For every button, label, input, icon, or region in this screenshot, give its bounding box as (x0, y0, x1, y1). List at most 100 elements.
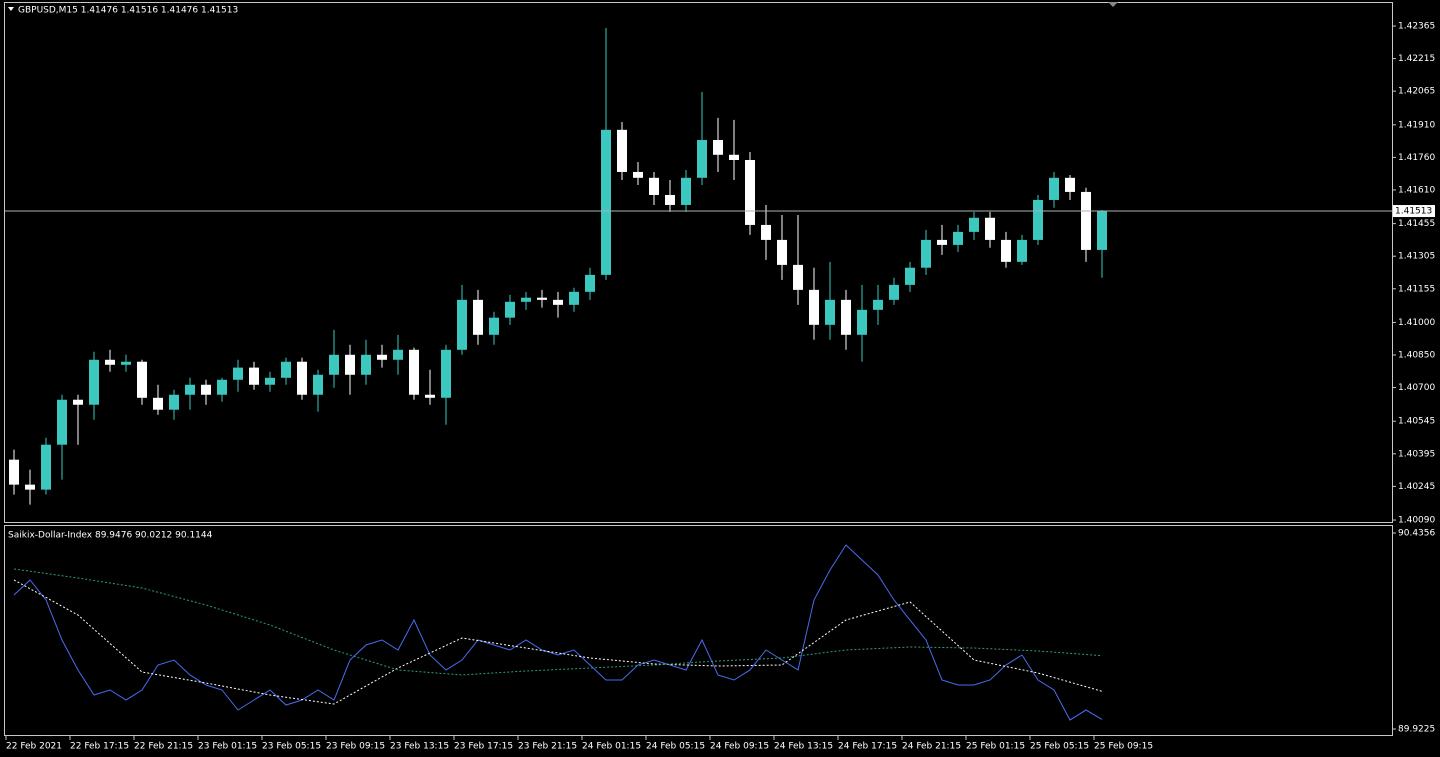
y-tick-label: 1.42365 (1398, 22, 1435, 32)
candle-body (105, 359, 115, 365)
candle-body (553, 299, 563, 305)
last-price-tag-bg (1393, 205, 1435, 218)
x-tick-label: 24 Feb 21:15 (902, 742, 961, 752)
candle-body (473, 299, 483, 335)
indicator-title: Saikix-Dollar-Index 89.9476 90.0212 90.1… (8, 531, 213, 541)
candle-body (1033, 199, 1043, 240)
candle-body (57, 399, 67, 445)
y-tick-label: 1.42215 (1398, 54, 1435, 64)
candle-body (585, 274, 595, 292)
indicator-line (13, 544, 1103, 721)
indicator-line (13, 579, 1103, 705)
candle-body (793, 264, 803, 290)
candle-body (153, 397, 163, 410)
y-tick-label: 1.41610 (1398, 185, 1435, 195)
candle-body (777, 239, 787, 265)
candle-body (761, 224, 771, 240)
y-tick-label: 1.40090 (1398, 516, 1435, 526)
y-tick-label: 1.42065 (1398, 87, 1435, 97)
candle-body (521, 297, 531, 302)
candle-body (825, 299, 835, 325)
candle-body (537, 297, 547, 300)
candle-body (649, 177, 659, 195)
x-tick-label: 23 Feb 05:15 (262, 742, 321, 752)
main-panel-border (4, 2, 1393, 523)
candle-body (1081, 191, 1091, 250)
x-tick-label: 24 Feb 13:15 (774, 742, 833, 752)
x-tick-label: 23 Feb 21:15 (518, 742, 577, 752)
candle-body (841, 299, 851, 335)
y-tick-label: 1.41155 (1398, 284, 1435, 294)
candle-body (1049, 177, 1059, 200)
candle-body (969, 217, 979, 232)
x-tick-label: 25 Feb 09:15 (1094, 742, 1153, 752)
candle-body (441, 349, 451, 398)
candle-body (745, 160, 755, 225)
y-tick-label: 1.40395 (1398, 449, 1435, 459)
candle-body (121, 361, 131, 365)
candle-body (569, 291, 579, 305)
candle-body (425, 394, 435, 398)
candle-body (617, 129, 627, 172)
candle-body (233, 367, 243, 380)
indicator-panel-border (4, 525, 1393, 736)
candle-body (9, 459, 19, 485)
y-tick-label: 89.9225 (1398, 725, 1435, 735)
y-tick-label: 1.41305 (1398, 252, 1435, 262)
candle-body (297, 361, 307, 395)
candle-body (393, 349, 403, 360)
candle-body (249, 367, 259, 385)
candle-body (713, 140, 723, 155)
candle-body (329, 354, 339, 375)
y-tick-label: 1.41000 (1398, 318, 1435, 328)
candle-body (505, 301, 515, 318)
candle-body (377, 354, 387, 360)
candle-body (921, 239, 931, 268)
y-tick-label: 1.40545 (1398, 417, 1435, 427)
x-tick-label: 25 Feb 05:15 (1030, 742, 1089, 752)
x-tick-label: 25 Feb 01:15 (966, 742, 1025, 752)
candle-body (137, 361, 147, 398)
indicator-line (13, 568, 1103, 676)
candle-body (41, 444, 51, 490)
candle-body (185, 384, 195, 395)
candle-body (265, 377, 275, 385)
candle-body (313, 374, 323, 395)
candle-body (633, 171, 643, 178)
candle-body (1017, 239, 1027, 262)
candle-body (665, 194, 675, 205)
candle-body (905, 267, 915, 285)
y-tick-label: 1.40245 (1398, 482, 1435, 492)
x-tick-label: 23 Feb 13:15 (390, 742, 449, 752)
shift-marker (1108, 2, 1118, 7)
x-tick-label: 24 Feb 09:15 (710, 742, 769, 752)
candle-body (873, 299, 883, 310)
x-tick-label: 24 Feb 17:15 (838, 742, 897, 752)
x-tick-label: 24 Feb 01:15 (582, 742, 641, 752)
candle-body (857, 309, 867, 335)
y-tick-label: 1.41455 (1398, 219, 1435, 229)
candle-body (729, 154, 739, 161)
candle-body (217, 379, 227, 395)
last-price-tag: 1.41513 (1395, 207, 1432, 217)
candle-body (89, 359, 99, 405)
y-tick-label: 90.4356 (1398, 528, 1435, 538)
x-tick-label: 22 Feb 21:15 (134, 742, 193, 752)
x-tick-label: 23 Feb 17:15 (454, 742, 513, 752)
candle-body (601, 129, 611, 275)
candle-body (361, 354, 371, 375)
candle-body (457, 299, 467, 350)
candle-body (1065, 177, 1075, 192)
candle-body (937, 239, 947, 245)
candle-body (985, 217, 995, 240)
symbol-menu-arrow[interactable] (8, 7, 14, 11)
candle-body (409, 349, 419, 395)
candle-body (169, 394, 179, 410)
candle-body (889, 284, 899, 300)
y-tick-label: 1.41910 (1398, 120, 1435, 130)
candle-body (681, 177, 691, 205)
x-tick-label: 22 Feb 2021 (6, 742, 62, 752)
